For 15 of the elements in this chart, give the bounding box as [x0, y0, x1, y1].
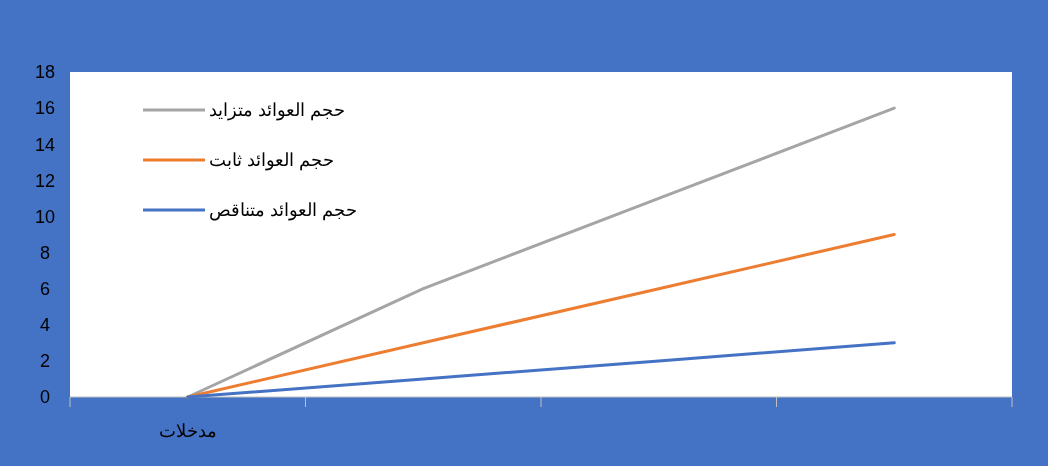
y-tick-label: 4	[39, 315, 51, 336]
y-tick-label: 10	[34, 206, 56, 227]
legend-label: حجم العوائد متناقص	[209, 200, 358, 222]
legend-label: حجم العوائد ثابت	[209, 150, 335, 172]
legend-label: حجم العوائد متزايد	[209, 100, 346, 122]
y-tick-label: 0	[39, 387, 51, 408]
y-tick-label: 16	[34, 98, 56, 119]
y-tick-label: 8	[39, 242, 51, 263]
y-tick-label: 18	[34, 62, 56, 83]
y-tick-label: 6	[39, 278, 51, 299]
y-tick-label: 14	[34, 134, 56, 155]
y-tick-label: 12	[34, 170, 56, 191]
y-tick-label: 2	[39, 351, 51, 372]
x-tick-label: مدخلات	[158, 421, 217, 441]
line-series	[186, 341, 896, 399]
